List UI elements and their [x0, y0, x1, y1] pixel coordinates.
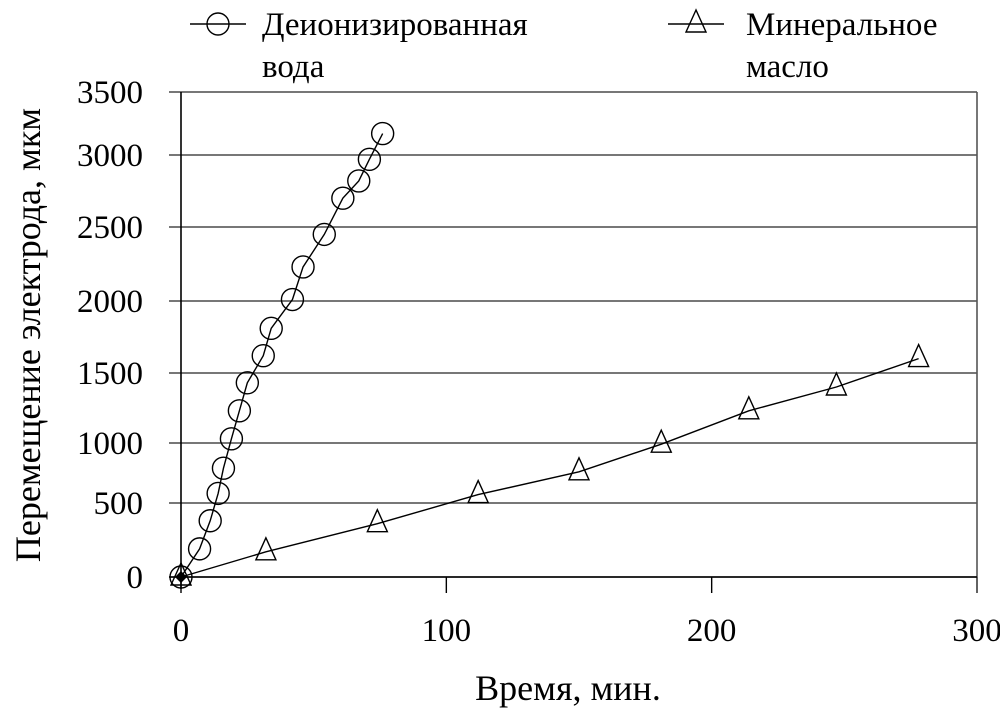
circle-marker	[291, 255, 315, 279]
circle-marker	[347, 169, 371, 193]
x-tick-label: 300	[952, 613, 1000, 649]
y-tick-labels: 0 500 1000 1500 2000 2500 3000 3500	[77, 75, 143, 596]
y-tick-label: 2000	[77, 284, 143, 320]
circle-marker	[198, 509, 222, 533]
circle-marker	[169, 565, 193, 589]
y-axis-title: Перемещение электрода, мкм	[8, 108, 48, 562]
legend-item: Деионизированная вода	[190, 7, 528, 85]
series-deionized-water	[169, 121, 395, 589]
circle-marker	[312, 222, 336, 247]
x-tick-label: 200	[687, 613, 737, 649]
y-tick-label: 500	[94, 486, 144, 522]
circle-marker	[206, 481, 230, 506]
circle-marker	[206, 12, 230, 36]
y-tick-label: 2500	[77, 210, 143, 246]
axes	[169, 92, 978, 593]
circle-marker	[370, 121, 395, 146]
triangle-marker	[169, 561, 193, 586]
triangle-marker	[684, 8, 708, 33]
legend-label: Минеральное	[746, 7, 937, 43]
circle-marker	[357, 147, 382, 172]
circle-marker	[259, 316, 283, 341]
x-tick-labels: 0 100 200 300	[173, 613, 1000, 649]
x-tick-label: 100	[422, 613, 472, 649]
triangle-marker	[737, 395, 760, 420]
triangle-marker	[366, 508, 389, 533]
triangle-marker	[467, 478, 490, 504]
triangle-marker	[650, 428, 673, 453]
triangle-marker	[907, 342, 930, 368]
circle-marker	[211, 456, 236, 480]
legend-item: Минеральное масло	[668, 7, 937, 85]
circle-marker	[251, 344, 275, 368]
triangle-marker	[254, 536, 277, 561]
legend-label: Деионизированная	[262, 7, 528, 43]
series-mineral-oil	[169, 342, 930, 586]
circle-marker	[331, 186, 355, 210]
x-tick-label: 0	[173, 613, 190, 649]
legend-label-line2: масло	[746, 49, 829, 85]
circle-marker	[219, 427, 244, 451]
triangle-marker	[567, 456, 591, 481]
legend: Деионизированная вода Минеральное масло	[190, 7, 937, 85]
circle-marker	[227, 399, 252, 423]
origin-marker	[175, 571, 187, 583]
circle-marker	[280, 287, 305, 312]
y-tick-label: 3500	[77, 75, 143, 111]
y-tick-label: 3000	[77, 138, 143, 174]
triangle-marker	[825, 371, 848, 396]
data-series	[169, 121, 930, 589]
circle-marker	[235, 371, 260, 395]
y-tick-label: 1500	[77, 356, 143, 392]
legend-label-line2: вода	[262, 49, 325, 85]
gridlines	[169, 91, 977, 578]
y-tick-label: 1000	[77, 426, 143, 462]
y-tick-label: 0	[127, 560, 144, 596]
x-axis-title: Время, мин.	[475, 668, 661, 708]
circle-marker	[187, 537, 212, 561]
